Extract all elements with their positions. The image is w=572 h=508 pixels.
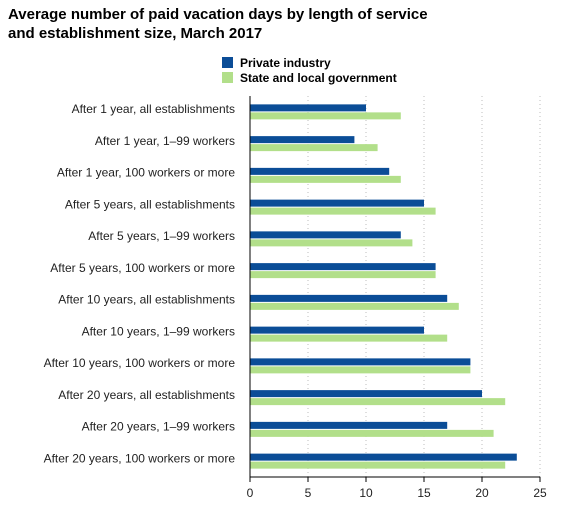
category-label-11: After 20 years, 1–99 workers [82, 420, 235, 434]
bar-state-local-government-8 [250, 335, 447, 342]
bar-state-local-government-11 [250, 430, 494, 437]
category-label-7: After 10 years, all establishments [58, 293, 235, 307]
bar-state-local-government-5 [250, 239, 412, 246]
bar-private-industry-7 [250, 295, 447, 302]
category-label-5: After 5 years, 1–99 workers [88, 229, 235, 243]
category-label-8: After 10 years, 1–99 workers [82, 324, 235, 338]
bar-state-local-government-4 [250, 208, 436, 215]
bar-state-local-government-9 [250, 366, 470, 373]
bar-private-industry-1 [250, 104, 366, 111]
category-label-6: After 5 years, 100 workers or more [50, 261, 235, 275]
x-tick-label-5: 5 [305, 486, 312, 500]
bar-private-industry-4 [250, 200, 424, 207]
category-label-12: After 20 years, 100 workers or more [44, 451, 236, 465]
category-label-10: After 20 years, all establishments [58, 388, 235, 402]
x-tick-label-15: 15 [417, 486, 431, 500]
category-label-2: After 1 year, 1–99 workers [95, 134, 235, 148]
bar-state-local-government-12 [250, 462, 505, 469]
bar-private-industry-9 [250, 358, 470, 365]
bar-private-industry-5 [250, 231, 401, 238]
x-tick-label-20: 20 [475, 486, 489, 500]
x-tick-label-0: 0 [247, 486, 254, 500]
bar-private-industry-3 [250, 168, 389, 175]
bar-state-local-government-3 [250, 176, 401, 183]
category-label-9: After 10 years, 100 workers or more [44, 356, 236, 370]
bar-private-industry-8 [250, 327, 424, 334]
category-label-3: After 1 year, 100 workers or more [57, 166, 235, 180]
x-tick-label-10: 10 [359, 486, 373, 500]
bar-private-industry-2 [250, 136, 354, 143]
bar-state-local-government-2 [250, 144, 378, 151]
bar-private-industry-6 [250, 263, 436, 270]
bar-private-industry-11 [250, 422, 447, 429]
x-tick-label-25: 25 [533, 486, 547, 500]
bar-state-local-government-7 [250, 303, 459, 310]
bar-private-industry-12 [250, 454, 517, 461]
bar-state-local-government-10 [250, 398, 505, 405]
bar-state-local-government-6 [250, 271, 436, 278]
category-label-1: After 1 year, all establishments [72, 102, 235, 116]
bar-private-industry-10 [250, 390, 482, 397]
bar-state-local-government-1 [250, 112, 401, 119]
category-label-4: After 5 years, all establishments [65, 197, 235, 211]
